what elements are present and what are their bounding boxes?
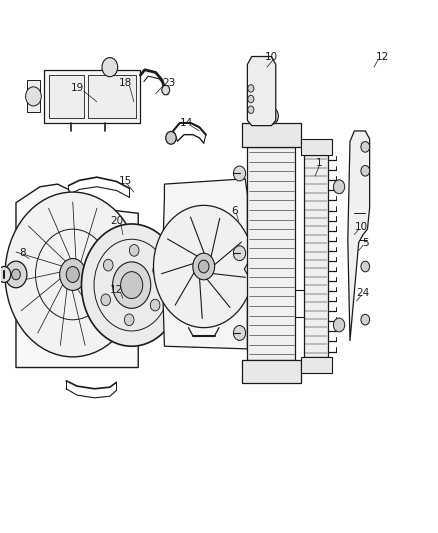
Circle shape xyxy=(113,262,151,308)
Polygon shape xyxy=(49,75,84,118)
Text: 14: 14 xyxy=(180,118,193,128)
Circle shape xyxy=(66,266,79,282)
Circle shape xyxy=(361,142,370,152)
Circle shape xyxy=(124,314,134,326)
Text: 6: 6 xyxy=(231,206,237,216)
Text: 12: 12 xyxy=(376,52,389,61)
Polygon shape xyxy=(27,80,40,112)
Circle shape xyxy=(153,264,162,276)
Circle shape xyxy=(5,261,27,288)
Polygon shape xyxy=(300,357,332,373)
Circle shape xyxy=(248,85,254,92)
Polygon shape xyxy=(247,147,295,360)
Text: 15: 15 xyxy=(119,176,132,187)
Circle shape xyxy=(162,85,170,95)
Circle shape xyxy=(150,299,160,311)
Circle shape xyxy=(361,261,370,272)
Circle shape xyxy=(233,246,246,261)
Text: 1: 1 xyxy=(316,158,323,168)
Text: 5: 5 xyxy=(362,238,369,247)
Circle shape xyxy=(233,166,246,181)
Text: 10: 10 xyxy=(354,222,367,232)
Circle shape xyxy=(198,260,209,273)
Circle shape xyxy=(120,272,143,298)
Text: 18: 18 xyxy=(119,78,132,88)
Circle shape xyxy=(361,314,370,325)
Circle shape xyxy=(248,95,254,103)
Polygon shape xyxy=(242,360,300,383)
Circle shape xyxy=(101,294,110,306)
Circle shape xyxy=(25,87,41,106)
Circle shape xyxy=(193,253,215,280)
Polygon shape xyxy=(244,264,254,274)
Circle shape xyxy=(233,326,246,341)
Circle shape xyxy=(12,269,20,280)
Polygon shape xyxy=(242,123,300,147)
Circle shape xyxy=(361,165,370,176)
Text: 8: 8 xyxy=(19,248,26,258)
Text: 10: 10 xyxy=(265,52,278,61)
Circle shape xyxy=(5,192,141,357)
Polygon shape xyxy=(300,139,332,155)
Circle shape xyxy=(81,224,182,346)
Polygon shape xyxy=(304,155,328,357)
Polygon shape xyxy=(44,70,141,123)
Circle shape xyxy=(153,205,254,328)
Polygon shape xyxy=(88,75,136,118)
Polygon shape xyxy=(162,179,247,349)
Text: 24: 24 xyxy=(357,288,370,298)
Circle shape xyxy=(60,259,86,290)
Text: 19: 19 xyxy=(71,83,84,93)
Text: 23: 23 xyxy=(162,78,175,88)
Circle shape xyxy=(0,266,11,282)
Circle shape xyxy=(333,180,345,193)
Circle shape xyxy=(333,318,345,332)
Polygon shape xyxy=(348,131,370,341)
Polygon shape xyxy=(247,56,276,126)
Polygon shape xyxy=(16,184,138,368)
Circle shape xyxy=(265,108,279,125)
Text: 12: 12 xyxy=(110,286,123,295)
Circle shape xyxy=(166,132,176,144)
Circle shape xyxy=(129,245,139,256)
Text: 20: 20 xyxy=(110,216,123,227)
Circle shape xyxy=(103,259,113,271)
Circle shape xyxy=(248,106,254,114)
Circle shape xyxy=(102,58,118,77)
